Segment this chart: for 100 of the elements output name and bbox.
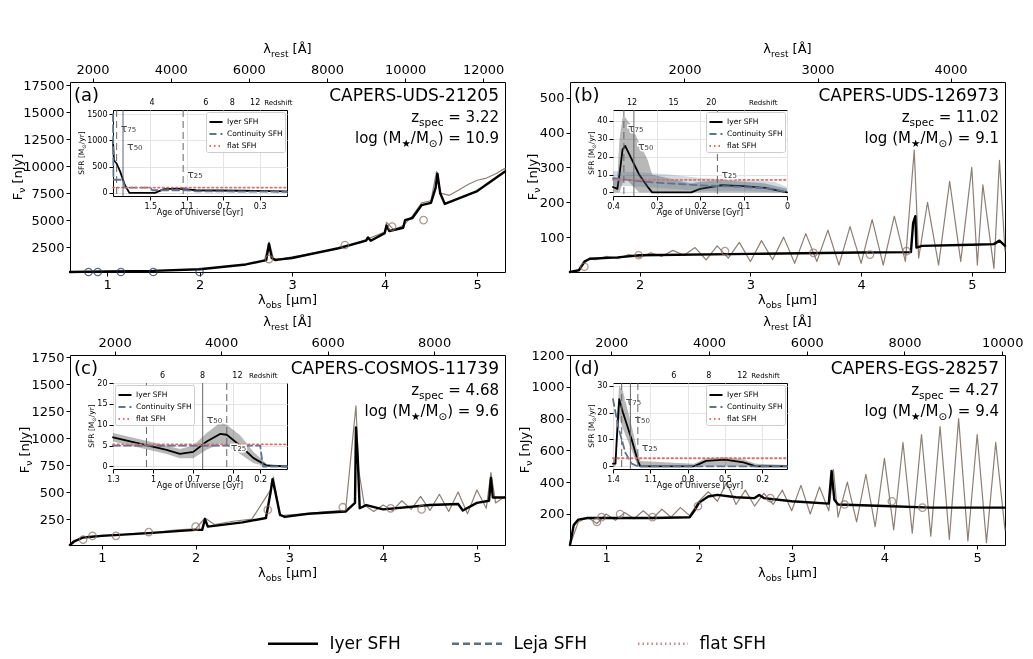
y-tick-label: 300: [539, 159, 565, 175]
x-tick-label: 1.1: [644, 474, 658, 484]
legend-label: Iyer SFH: [329, 632, 401, 653]
y-tick-label: 5: [102, 441, 108, 451]
point: [720, 246, 730, 256]
x-tick-label: 4: [857, 276, 866, 292]
y-tick-label: 40: [597, 116, 608, 126]
point: [592, 517, 602, 527]
point: [648, 512, 657, 522]
ref-line-label: τ₂₅: [187, 167, 203, 181]
point: [264, 254, 274, 264]
point: [191, 522, 200, 531]
x-axis-title: λ$_{obs}$ [μm]: [258, 565, 317, 583]
annotation: 8: [229, 98, 235, 108]
point: [93, 267, 103, 277]
ref-line-label: τ₂₅: [721, 167, 737, 181]
line-series: [112, 113, 288, 193]
annotation: 12: [250, 98, 261, 108]
y-tick-label: 1000: [531, 379, 565, 395]
annotation: log (M$_{★}$/M$_{⊙}$) = 10.9: [354, 129, 499, 150]
x-tick-label: 3: [746, 276, 756, 292]
x-tick-label: 0.2: [694, 201, 707, 211]
x-tick-label: 0.2: [254, 474, 268, 484]
point: [78, 535, 88, 544]
x-axis-title: λ$_{obs}$ [μm]: [758, 565, 817, 583]
y-tick-label: 10: [97, 420, 108, 430]
x-tick-label: 0: [784, 201, 791, 211]
point: [615, 509, 625, 519]
x2-tick-label: 2000: [76, 61, 110, 77]
legend-label: flat SFH: [699, 632, 767, 653]
annotation: 15: [668, 98, 679, 108]
point: [195, 267, 204, 277]
x-tick-label: 3: [285, 549, 295, 565]
x-tick-label: 5: [473, 549, 482, 565]
point: [634, 250, 643, 260]
point: [693, 501, 703, 511]
point: [116, 267, 126, 277]
y-tick-label: 10: [597, 434, 608, 444]
ref-line-label: τ₅₀: [206, 412, 223, 426]
x-tick-label: 5: [968, 276, 977, 292]
ref-line-label: τ₅₀: [127, 139, 144, 153]
annotation: (c): [74, 357, 98, 378]
y-tick-label: 200: [539, 194, 565, 210]
annotation: log (M$_{★}$/M$_{⊙}$) = 9.6: [364, 402, 499, 423]
y-tick-label: 100: [539, 229, 565, 245]
annotation: 12: [737, 371, 748, 381]
y-tick-label: 0: [602, 461, 608, 471]
annotation: 6: [160, 371, 166, 381]
x2-tick-label: 2000: [98, 334, 132, 350]
ref-line-label: τ₅₀: [637, 139, 654, 153]
line-series: [612, 177, 788, 194]
annotation: 12: [627, 98, 638, 108]
y-tick-label: 0: [102, 462, 108, 471]
x-tick-label: 0.3: [253, 201, 267, 211]
x-tick-label: 2: [695, 549, 704, 565]
ref-line-label: τ₂₅: [641, 440, 658, 454]
legend-label: Leja SFH: [513, 632, 588, 653]
point: [111, 531, 121, 541]
x2-tick-label: 2000: [595, 334, 629, 350]
point: [902, 246, 911, 256]
x-tick-label: 1: [103, 276, 112, 292]
x2-axis-title: λ$_{rest}$ [Å]: [263, 41, 312, 59]
y-tick-label: 750: [39, 457, 65, 473]
annotation: (a): [74, 84, 100, 105]
y-tick-label: 20: [597, 152, 608, 162]
x-tick-label: 1.4: [607, 474, 620, 484]
x-tick-label: 2: [195, 276, 205, 292]
x2-tick-label: 4000: [934, 61, 968, 77]
y-tick-label: 10000: [23, 158, 65, 174]
y-tick-label: 30: [597, 381, 608, 391]
x2-tick-label: 3000: [801, 61, 835, 77]
y-tick-label: 1750: [31, 349, 65, 365]
y-tick-label: 1250: [31, 403, 65, 419]
y-tick-label: 600: [539, 442, 565, 458]
point: [387, 222, 397, 232]
x-axis-title: Age of Universe [Gyr]: [656, 481, 744, 491]
chart-title: CAPERS-UDS-21205: [329, 85, 499, 105]
annotation: log (M$_{★}$/M$_{⊙}$) = 9.1: [864, 129, 999, 150]
x2-tick-label: 8000: [310, 61, 344, 77]
point: [84, 267, 93, 277]
y-tick-label: 1500: [87, 109, 108, 119]
x-axis-title: λ$_{obs}$ [μm]: [758, 292, 817, 310]
x2-tick-label: 4000: [205, 334, 239, 350]
x2-tick-label: 2000: [668, 61, 702, 77]
point: [918, 503, 927, 512]
annotation: 4: [149, 98, 155, 108]
y-tick-label: 500: [92, 162, 108, 172]
y-tick-label: 800: [539, 411, 565, 427]
y-tick-label: 400: [539, 125, 565, 141]
y-tick-label: 12500: [23, 131, 65, 147]
x-tick-label: 4: [880, 549, 890, 565]
y-tick-label: 1000: [31, 430, 65, 446]
point: [840, 500, 849, 509]
annotation: z$_{spec}$ = 4.27: [911, 381, 999, 402]
point: [417, 505, 426, 514]
chart-title: CAPERS-EGS-28257: [830, 358, 999, 378]
x-tick-label: 4: [381, 276, 390, 292]
x2-tick-label: 4000: [154, 61, 188, 77]
point: [340, 240, 350, 250]
annotation: log (M$_{★}$/M$_{⊙}$) = 9.4: [864, 402, 999, 423]
